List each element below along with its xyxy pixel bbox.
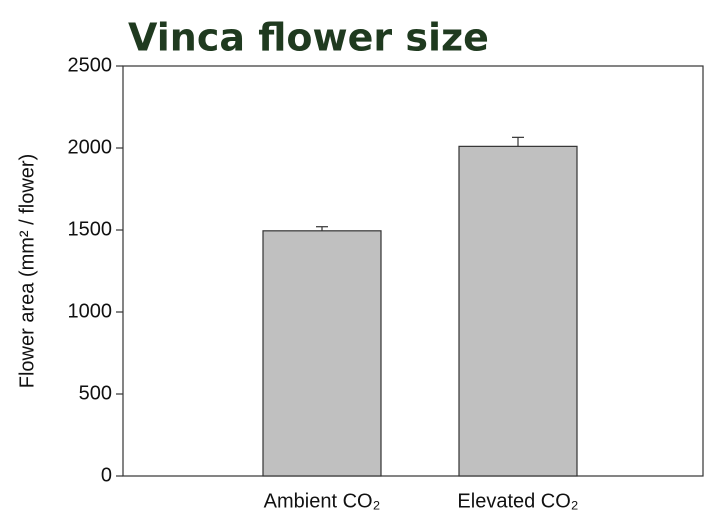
y-tick-label: 1500 [68,218,113,240]
y-tick-label: 2000 [68,136,113,158]
y-axis-label: Flower area (mm² / flower) [16,154,38,388]
bar [262,230,382,477]
x-tick-label: Elevated CO₂ [457,490,578,512]
y-tick-label: 2500 [68,54,113,76]
bar [458,145,578,477]
chart-title: Vinca flower size [128,16,489,60]
x-tick-label: Ambient CO₂ [264,490,381,512]
plot-frame [122,65,704,477]
y-tick-label: 0 [101,464,112,486]
y-tick-label: 1000 [68,300,113,322]
y-tick-label: 500 [79,382,112,404]
